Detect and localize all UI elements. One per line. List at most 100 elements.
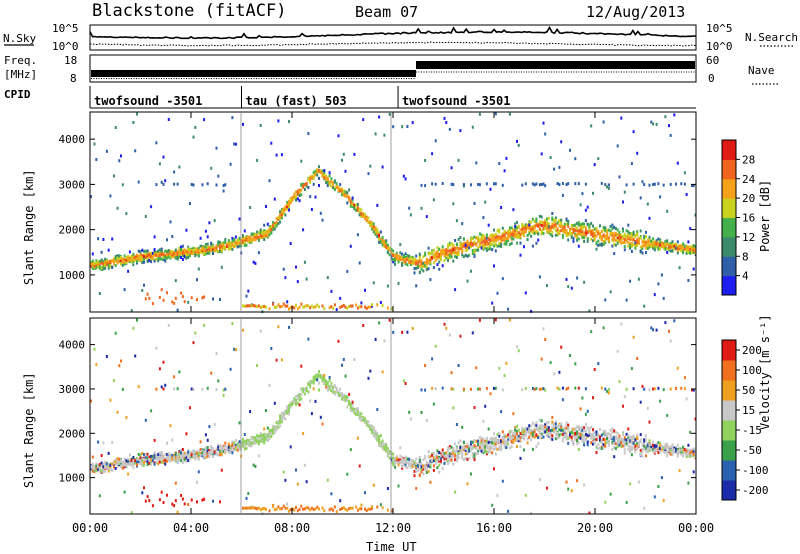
- velocity-cell: [187, 456, 190, 460]
- power-cell: [254, 304, 257, 308]
- velocity-cell: [226, 447, 229, 451]
- velocity-cell: [143, 460, 145, 464]
- power-cell: [305, 303, 308, 307]
- velocity-cell: [381, 506, 384, 510]
- velocity-cell: [273, 427, 276, 431]
- power-cell: [583, 280, 586, 284]
- velocity-cell: [249, 410, 252, 413]
- power-cell: [174, 250, 177, 254]
- velocity-cell: [425, 460, 428, 464]
- velocity-cell: [494, 436, 497, 440]
- velocity-cell: [215, 452, 218, 456]
- power-cell: [296, 193, 299, 196]
- power-cell: [120, 262, 122, 266]
- power-cell: [261, 233, 264, 237]
- power-cell: [691, 248, 693, 252]
- power-cell: [572, 230, 575, 234]
- power-cell: [577, 244, 580, 248]
- power-cell: [576, 238, 579, 242]
- velocity-cell: [381, 439, 384, 443]
- power-cell: [491, 301, 494, 305]
- power-cell: [121, 183, 124, 187]
- velocity-cell: [491, 441, 494, 444]
- velocity-cell: [273, 430, 276, 434]
- power-cell: [243, 241, 246, 244]
- velocity-cell: [462, 441, 465, 445]
- power-cell: [521, 231, 524, 235]
- velocity-cell: [569, 433, 571, 437]
- velocity-cell: [291, 402, 294, 406]
- velocity-cell: [266, 437, 269, 441]
- velocity-cell: [293, 399, 296, 403]
- power-cell: [286, 300, 289, 304]
- power-cell: [512, 234, 515, 237]
- power-cell: [300, 159, 303, 163]
- power-cell: [489, 234, 492, 238]
- velocity-cell: [148, 456, 151, 460]
- power-cell: [132, 252, 135, 256]
- velocity-cell: [429, 463, 432, 467]
- velocity-cell: [355, 412, 358, 416]
- velocity-cell: [561, 437, 564, 441]
- velocity-cell: [146, 460, 149, 464]
- power-cell: [438, 247, 441, 251]
- power-cell: [443, 251, 446, 255]
- velocity-cell: [542, 427, 545, 431]
- power-cell: [508, 234, 511, 238]
- velocity-cell: [510, 440, 513, 444]
- power-cell: [692, 184, 695, 188]
- velocity-cell: [234, 439, 237, 442]
- velocity-cell: [136, 458, 138, 462]
- velocity-cell: [190, 498, 193, 502]
- velocity-cell: [210, 445, 213, 448]
- power-cell: [280, 305, 283, 308]
- velocity-cell: [443, 461, 446, 465]
- velocity-cell: [523, 430, 525, 434]
- power-cell: [519, 232, 522, 236]
- velocity-cell: [312, 387, 315, 391]
- velocity-cell: [551, 422, 554, 426]
- velocity-cell: [392, 461, 395, 464]
- velocity-cell: [470, 443, 472, 447]
- velocity-cell: [371, 506, 373, 510]
- velocity-cell: [501, 479, 504, 483]
- power-cell: [362, 118, 365, 122]
- velocity-cell: [480, 437, 483, 441]
- power-cell: [397, 260, 400, 264]
- power-cell: [563, 230, 566, 234]
- power-cell: [401, 125, 404, 129]
- velocity-cell: [102, 470, 105, 474]
- power-cell: [581, 192, 584, 196]
- power-cell: [328, 306, 331, 310]
- velocity-cell: [95, 467, 98, 471]
- velocity-cell: [477, 387, 480, 391]
- velocity-cell: [300, 504, 303, 508]
- velocity-cell: [531, 433, 534, 437]
- power-cell: [546, 217, 548, 221]
- power-cell: [650, 239, 653, 243]
- power-cell: [355, 203, 358, 207]
- velocity-cell: [238, 442, 241, 446]
- power-cell: [330, 289, 333, 293]
- power-cell: [178, 249, 181, 253]
- power-cell: [302, 184, 305, 188]
- power-cell: [577, 232, 580, 236]
- power-cell: [441, 248, 444, 252]
- power-cell: [107, 248, 110, 252]
- velocity-cell: [466, 445, 469, 449]
- power-cell: [493, 182, 495, 186]
- power-cell: [549, 225, 552, 229]
- power-cell: [272, 228, 275, 232]
- velocity-cell: [127, 460, 130, 463]
- power-cell: [599, 243, 601, 247]
- power-cell: [576, 228, 579, 232]
- velocity-cell: [358, 464, 361, 468]
- velocity-cell: [581, 431, 584, 435]
- power-cell: [394, 259, 396, 263]
- velocity-cell: [141, 452, 144, 455]
- power-cell: [392, 258, 395, 261]
- velocity-cell: [386, 508, 389, 512]
- power-cell: [586, 230, 589, 234]
- velocity-cell: [130, 511, 133, 515]
